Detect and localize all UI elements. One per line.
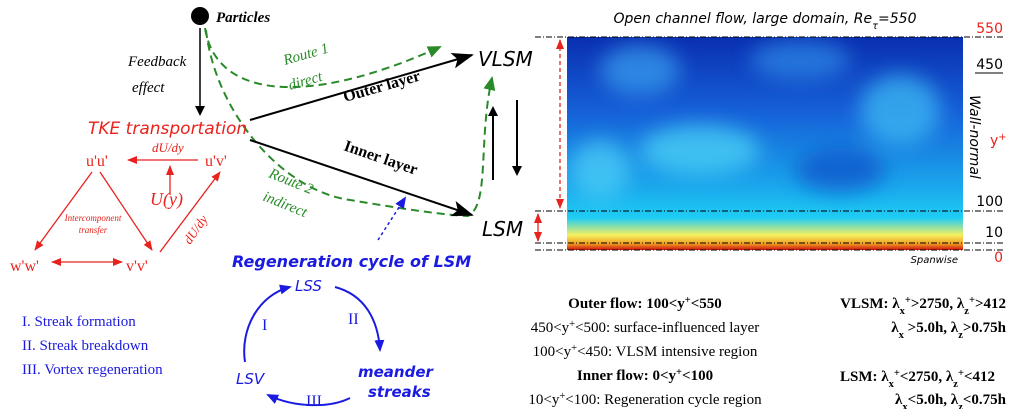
cycle-arrow <box>243 284 292 363</box>
legend-item: I. Streak formation <box>22 314 136 330</box>
meander-label: meander <box>358 363 435 381</box>
stage-label: III <box>306 393 322 409</box>
lss-label: LSS <box>295 277 322 295</box>
scale-line: λx >5.0h, λz>0.75h <box>891 320 1006 341</box>
cycle-title: Regeneration cycle of LSM <box>232 252 471 271</box>
axis-label: Wall-normal <box>966 95 982 179</box>
summary-line: 100<y+<450: VLSM intensive region <box>533 343 758 361</box>
legend-item: III. Vortex regeneration <box>22 362 163 378</box>
route1-label: Route 1 <box>281 41 331 69</box>
tke-arrow <box>34 171 93 251</box>
vv-label: v'v' <box>126 258 148 275</box>
intercomponent-label: Intercomponent <box>64 213 122 223</box>
cycle-arrow <box>266 394 351 407</box>
level-label: 450 <box>976 57 1003 73</box>
flow-field <box>567 37 963 250</box>
level-label: 550 <box>976 21 1003 37</box>
outer-arrow <box>249 52 474 121</box>
uu-label: u'u' <box>86 153 108 170</box>
ww-label: w'w' <box>10 258 39 275</box>
route1-label: direct <box>287 69 325 94</box>
summary-line: 10<y+<100: Regeneration cycle region <box>528 391 762 409</box>
field-title: Open channel flow, large domain, Reτ=550 <box>614 11 917 32</box>
meander-label: streaks <box>368 383 431 401</box>
feedback-label: effect <box>132 80 165 96</box>
tke-title: TKE transportation <box>88 119 247 139</box>
summary-line: 450<y+<500: surface-influenced layer <box>531 319 760 337</box>
uy-label: U(y) <box>150 189 183 210</box>
inner-layer-label: Inner layer <box>342 138 420 179</box>
outer-layer-label: Outer layer <box>341 68 422 106</box>
lsm-label: LSM <box>482 217 523 241</box>
legend-item: II. Streak breakdown <box>22 338 149 354</box>
dudy-label: dU/dy <box>180 212 211 247</box>
level-label: 0 <box>994 250 1003 266</box>
scale-line: λx<5.0h, λz<0.75h <box>895 392 1007 409</box>
level-lines <box>535 36 1005 251</box>
cycle-pointer <box>377 196 407 241</box>
inner-arrow <box>249 139 474 217</box>
summary-line: Inner flow: 0<y+<100 <box>577 367 713 385</box>
particles-label: Particles <box>216 10 270 26</box>
particle-dot <box>191 7 209 25</box>
dudy-label: dU/dy <box>152 140 184 155</box>
tke-arrow <box>99 171 153 251</box>
summary: Outer flow: 100<y+<550 450<y+<500: surfa… <box>528 295 1006 409</box>
stage-label: I <box>262 317 267 334</box>
feedback-label: Feedback <box>127 54 187 70</box>
tke-arrow <box>159 171 221 253</box>
cycle-arrow <box>334 286 385 352</box>
route1-arrow <box>204 27 442 89</box>
y-label: y+ <box>990 132 1007 150</box>
lsv-label: LSV <box>236 370 266 388</box>
level-label: 100 <box>976 194 1003 210</box>
level-label: 10 <box>985 225 1003 241</box>
scale-line: VLSM: λx+>2750, λz+>412 <box>840 295 1006 317</box>
route2-arrow <box>205 29 496 218</box>
stage-label: II <box>348 311 359 328</box>
vlsm-label: VLSM <box>478 47 533 71</box>
uv-label: u'v' <box>205 153 227 170</box>
summary-line: Outer flow: 100<y+<550 <box>568 295 722 313</box>
scale-line: LSM: λx+<2750, λz+<412 <box>840 368 995 390</box>
intercomponent-label: transfer <box>79 225 108 235</box>
spanwise-label: Spanwise <box>911 255 958 266</box>
